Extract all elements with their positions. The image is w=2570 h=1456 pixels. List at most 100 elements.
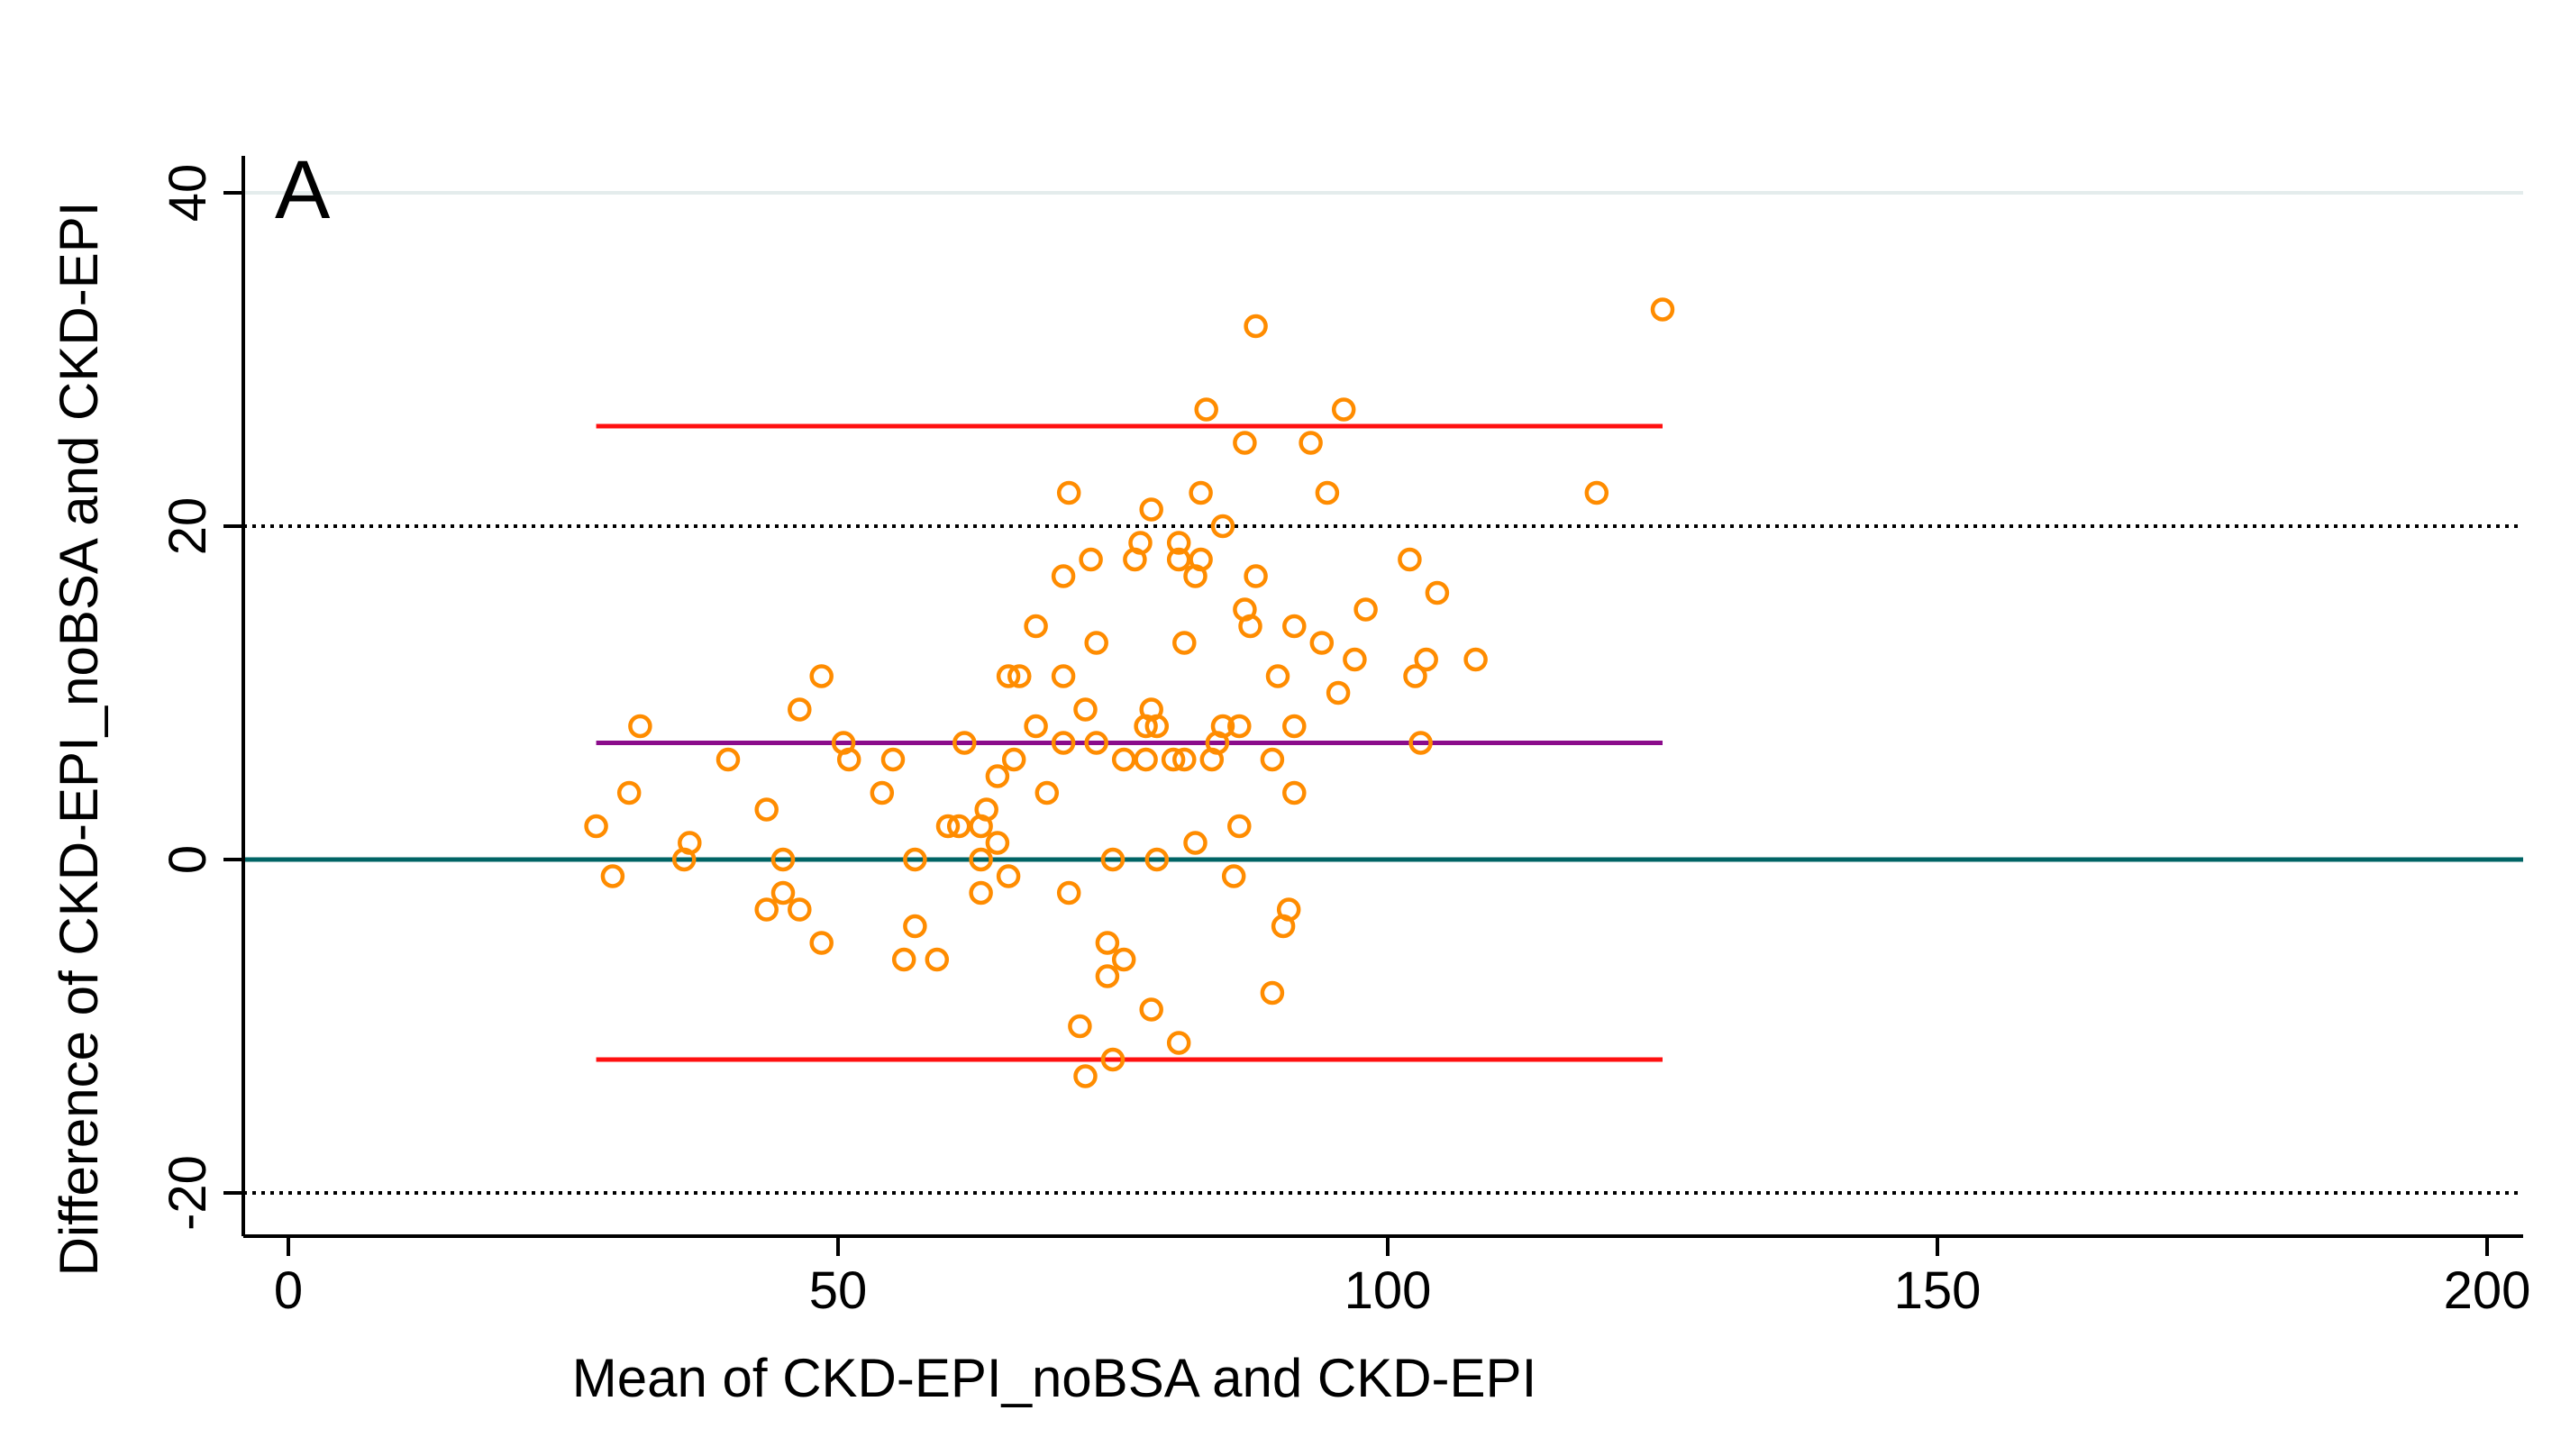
scatter-point xyxy=(1210,714,1235,739)
scatter-point xyxy=(1001,747,1026,772)
y-tick-label: 0 xyxy=(159,845,217,874)
scatter-point xyxy=(600,864,625,888)
scatter-point xyxy=(1343,647,1367,672)
scatter-point xyxy=(715,747,741,772)
scatter-point xyxy=(1425,580,1450,605)
scatter-point xyxy=(1024,614,1048,639)
scatter-point xyxy=(1051,664,1076,688)
scatter-point xyxy=(754,797,779,822)
scatter-point xyxy=(1161,747,1186,772)
scatter-point xyxy=(770,880,796,905)
scatter-point xyxy=(985,764,1010,788)
scatter-point xyxy=(1095,931,1120,955)
scatter-point xyxy=(628,714,652,739)
scatter-point xyxy=(1166,1031,1191,1055)
scatter-points xyxy=(584,297,1675,1088)
scatter-point xyxy=(1073,697,1098,722)
scatter-point xyxy=(1650,297,1675,322)
scatter-point xyxy=(1463,647,1488,672)
scatter-point xyxy=(1584,480,1609,505)
scatter-point xyxy=(952,731,977,755)
scatter-point xyxy=(1084,631,1108,655)
y-tick-label: -20 xyxy=(159,1155,217,1231)
scatter-point xyxy=(1056,880,1081,905)
scatter-point xyxy=(1051,731,1076,755)
scatter-point xyxy=(870,780,895,805)
scatter-point xyxy=(1172,747,1197,772)
scatter-point xyxy=(1095,964,1120,988)
scatter-point xyxy=(1398,547,1422,572)
x-tick-label: 200 xyxy=(2444,1261,2531,1320)
scatter-point xyxy=(969,880,993,905)
scatter-point xyxy=(1210,514,1235,539)
y-tick-label: 20 xyxy=(159,497,217,556)
scatter-point xyxy=(754,897,779,922)
scatter-point xyxy=(1128,531,1153,555)
scatter-point xyxy=(788,697,812,722)
scatter-point xyxy=(1111,947,1136,972)
scatter-point xyxy=(1172,631,1197,655)
scatter-point xyxy=(925,947,950,972)
x-tick-label: 50 xyxy=(809,1261,868,1320)
scatter-point xyxy=(1100,847,1126,872)
scatter-point xyxy=(1189,547,1213,572)
scatter-point xyxy=(1084,731,1108,755)
scatter-point xyxy=(584,814,608,839)
reference-lines xyxy=(243,423,2523,1195)
scatter-point xyxy=(1265,664,1290,688)
scatter-point xyxy=(1260,980,1285,1006)
scatter-point xyxy=(891,947,916,972)
scatter-point xyxy=(1139,497,1163,522)
scatter-point xyxy=(996,864,1021,888)
scatter-point xyxy=(1331,397,1356,422)
scatter-point xyxy=(1326,680,1351,705)
scatter-point xyxy=(1299,431,1323,455)
scatter-point xyxy=(770,847,796,872)
axes: -20 0 20 40 0 50 100 150 200 xyxy=(159,156,2530,1320)
scatter-point xyxy=(1353,597,1378,622)
scatter-point xyxy=(1414,647,1438,672)
scatter-point xyxy=(1233,431,1257,455)
scatter-point xyxy=(903,914,927,939)
scatter-point xyxy=(788,897,812,922)
scatter-point xyxy=(1144,714,1170,739)
scatter-point xyxy=(946,814,971,839)
scatter-point xyxy=(1315,480,1340,505)
scatter-point xyxy=(1282,614,1307,639)
x-axis-title: Mean of CKD-EPI_noBSA and CKD-EPI xyxy=(572,1348,1537,1408)
scatter-point xyxy=(809,664,834,688)
scatter-point xyxy=(1227,814,1252,839)
x-tick-label: 150 xyxy=(1894,1261,1982,1320)
scatter-point xyxy=(1309,631,1335,655)
scatter-point xyxy=(1007,664,1032,688)
scatter-point xyxy=(1034,780,1060,805)
scatter-point xyxy=(1282,780,1307,805)
scatter-point xyxy=(1051,564,1076,588)
scatter-point xyxy=(1183,831,1208,855)
scatter-point xyxy=(1068,1014,1092,1039)
scatter-point xyxy=(1189,480,1213,505)
scatter-point xyxy=(1144,847,1170,872)
scatter-point xyxy=(1111,747,1136,772)
scatter-point xyxy=(1276,897,1301,922)
scatter-point xyxy=(903,847,927,872)
scatter-point xyxy=(1079,547,1103,572)
scatter-point xyxy=(996,664,1021,688)
scatter-point xyxy=(1227,714,1252,739)
scatter-point xyxy=(1194,397,1218,422)
scatter-point xyxy=(974,797,998,822)
panel-label: A xyxy=(275,144,331,236)
scatter-point xyxy=(1166,547,1191,572)
x-tick-label: 100 xyxy=(1344,1261,1432,1320)
scatter-point xyxy=(935,814,961,839)
scatter-point xyxy=(1056,480,1081,505)
scatter-point xyxy=(1100,1047,1126,1072)
scatter-point xyxy=(836,747,861,772)
scatter-point xyxy=(1139,997,1163,1022)
scatter-point xyxy=(1244,314,1268,339)
scatter-point xyxy=(1244,564,1268,588)
scatter-point xyxy=(1408,731,1433,755)
scatter-point xyxy=(1166,531,1191,555)
scatter-point xyxy=(1134,747,1158,772)
